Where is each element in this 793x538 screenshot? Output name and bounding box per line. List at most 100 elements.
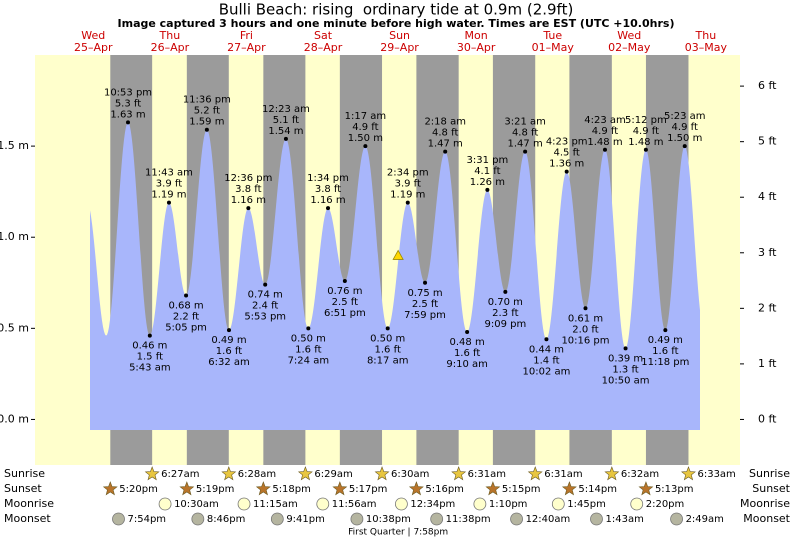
moonrise-time: 12:34pm: [410, 499, 455, 510]
extreme-label: 10:16 pm: [561, 335, 609, 346]
extreme-label: 1.47 m: [428, 139, 463, 150]
y2-tick-label: 5 ft: [758, 135, 777, 148]
day-date: 01–May: [532, 41, 575, 54]
y-tick-label: 1.5 m: [0, 139, 29, 152]
moonset-icon: [270, 512, 284, 526]
sunset-icon: [332, 481, 348, 496]
row-label: Sunrise: [4, 467, 45, 480]
extreme-label: 1.5 ft: [137, 352, 163, 363]
day-date: 25–Apr: [74, 41, 113, 54]
day-date: 03–May: [685, 41, 728, 54]
extreme-label: 6:51 pm: [324, 308, 366, 319]
extreme-label: 5:23 am: [664, 111, 706, 122]
extreme-label: 0.44 m: [529, 344, 564, 355]
day-date: 27–Apr: [227, 41, 266, 54]
y2-tick-label: 6 ft: [758, 79, 777, 92]
extreme-point: [663, 328, 668, 333]
extreme-point: [306, 326, 311, 331]
moonrise-time: 2:20pm: [646, 499, 685, 510]
extreme-label: 4.8 ft: [432, 128, 458, 139]
y2-tick-label: 2 ft: [758, 301, 777, 314]
extreme-label: 3:31 pm: [467, 155, 509, 166]
chart-subtitle: Image captured 3 hours and one minute be…: [118, 17, 675, 30]
moonrise-icon: [316, 497, 330, 511]
extreme-label: 1.6 ft: [454, 348, 480, 359]
tide-area: [128, 122, 685, 430]
extreme-label: 12:23 am: [262, 104, 310, 115]
extreme-point: [523, 149, 528, 154]
day-name: Fri: [240, 29, 253, 42]
extreme-point: [126, 120, 131, 125]
extreme-label: 2.4 ft: [252, 301, 278, 312]
extreme-label: 0.70 m: [488, 297, 523, 308]
tide-edge: [684, 146, 700, 430]
row-label: Moonrise: [4, 497, 54, 510]
extreme-point: [263, 282, 268, 287]
row-label: Moonrise: [740, 497, 790, 510]
extreme-point: [682, 144, 687, 149]
sunrise-time: 6:31am: [544, 469, 582, 480]
extreme-label: 8:17 am: [367, 355, 409, 366]
moonset-time: 7:54pm: [127, 514, 166, 525]
moonset-icon: [350, 512, 364, 526]
sunset-icon: [255, 481, 271, 496]
extreme-label: 12:36 pm: [224, 173, 272, 184]
extreme-label: 5:43 am: [129, 363, 171, 374]
day-name: Mon: [465, 29, 488, 42]
extreme-point: [226, 328, 231, 333]
extreme-label: 4:23 pm: [546, 137, 588, 148]
moonset-icon: [430, 512, 444, 526]
extreme-point: [643, 147, 648, 152]
extreme-label: 7:59 pm: [404, 310, 446, 321]
sunrise-icon: [451, 466, 467, 481]
moonrise-icon: [158, 497, 172, 511]
extreme-label: 9:10 am: [446, 359, 488, 370]
moonrise-time: 11:56am: [332, 499, 377, 510]
extreme-label: 5:05 pm: [165, 323, 207, 334]
extreme-point: [246, 206, 251, 211]
moonrise-time: 10:30am: [174, 499, 219, 510]
day-date: 30–Apr: [457, 41, 496, 54]
row-label: Sunrise: [749, 467, 790, 480]
extreme-label: 1:17 am: [345, 111, 387, 122]
day-name: Tue: [542, 29, 562, 42]
extreme-point: [385, 326, 390, 331]
extreme-label: 2:34 pm: [387, 168, 429, 179]
extreme-label: 1.19 m: [390, 190, 425, 201]
day-date: 02–May: [608, 41, 651, 54]
y2-tick-label: 3 ft: [758, 246, 777, 259]
row-label: Sunset: [4, 482, 42, 495]
moonrise-icon: [473, 497, 487, 511]
sunrise-time: 6:33am: [697, 469, 735, 480]
extreme-point: [342, 278, 347, 283]
day-name: Sat: [314, 29, 333, 42]
extreme-label: 0.50 m: [291, 333, 326, 344]
sunrise-time: 6:27am: [161, 469, 199, 480]
extreme-label: 0.48 m: [450, 337, 485, 348]
extreme-point: [423, 280, 428, 285]
sunrise-time: 6:29am: [314, 469, 352, 480]
extreme-point: [326, 206, 331, 211]
day-date: 28–Apr: [304, 41, 343, 54]
extreme-label: 0.49 m: [648, 335, 683, 346]
moonrise-icon: [630, 497, 644, 511]
extreme-label: 1.6 ft: [295, 344, 321, 355]
moonset-time: 9:41pm: [286, 514, 325, 525]
extreme-label: 0.50 m: [370, 333, 405, 344]
extreme-label: 0.74 m: [248, 290, 283, 301]
sunset-time: 5:16pm: [425, 484, 464, 495]
moonset-icon: [670, 512, 683, 526]
sunset-icon: [485, 481, 501, 496]
sunrise-icon: [144, 466, 160, 481]
sunset-icon: [179, 481, 195, 496]
extreme-point: [602, 147, 607, 152]
extreme-label: 11:18 pm: [641, 357, 689, 368]
extreme-label: 2.5 ft: [412, 299, 438, 310]
extreme-label: 1.3 ft: [612, 364, 638, 375]
extreme-label: 4.9 ft: [633, 126, 659, 137]
sunset-icon: [102, 481, 118, 496]
sunset-time: 5:14pm: [578, 484, 617, 495]
extreme-label: 0.68 m: [168, 301, 203, 312]
y2-tick-label: 4 ft: [758, 190, 777, 203]
moonrise-icon: [394, 497, 408, 511]
